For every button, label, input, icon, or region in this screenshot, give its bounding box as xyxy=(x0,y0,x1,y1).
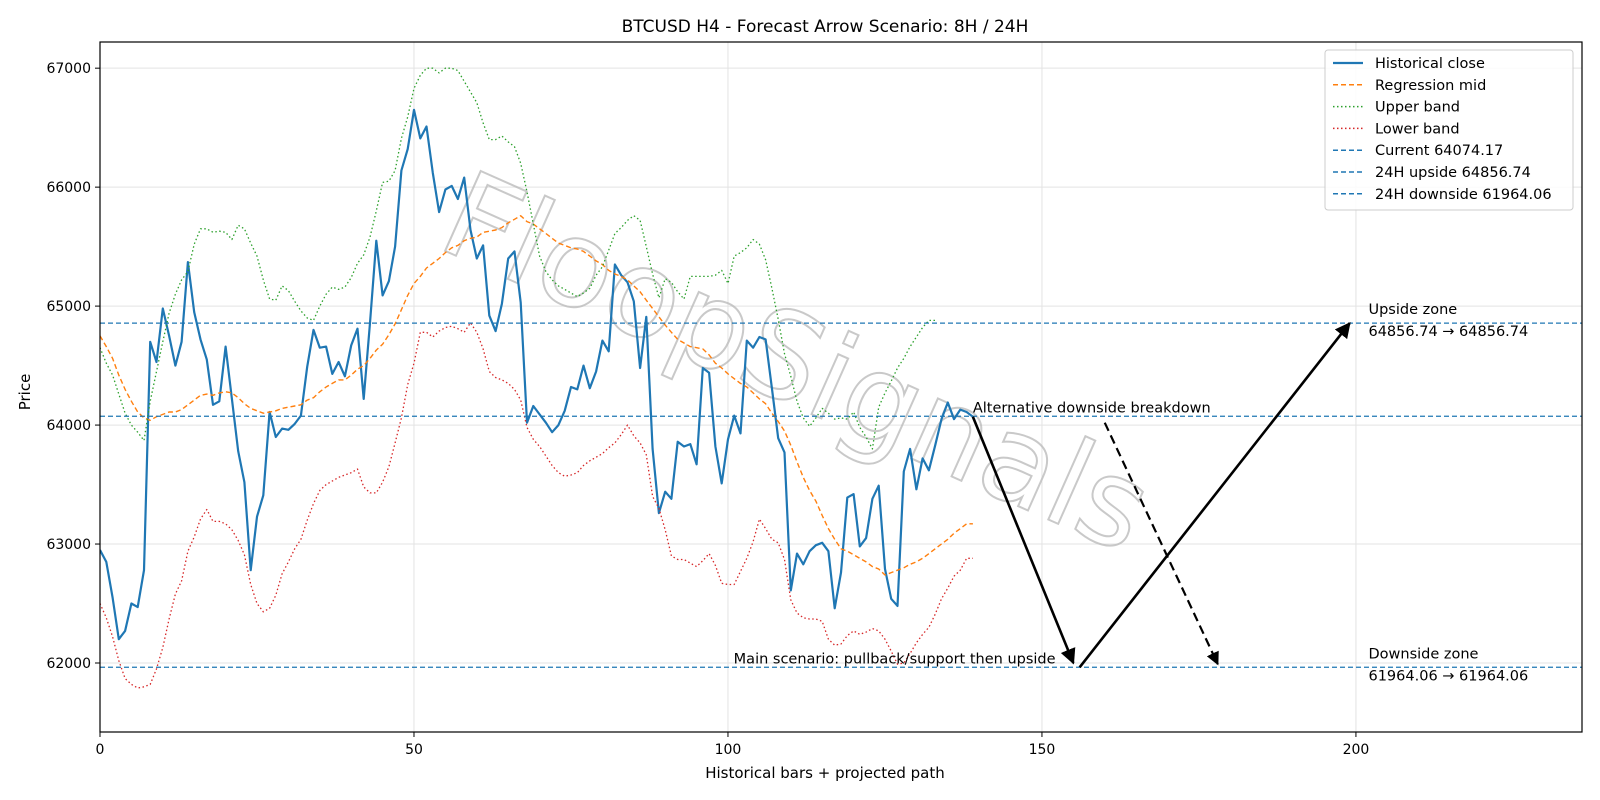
y-tick-label: 66000 xyxy=(46,180,91,196)
x-axis-label: Historical bars + projected path xyxy=(705,764,945,782)
y-tick-label: 62000 xyxy=(46,656,91,672)
series-line-regression-mid xyxy=(100,214,973,576)
legend: Historical close Regression mid Upper band… xyxy=(1324,49,1574,211)
legend-label: Current 64074.17 xyxy=(1375,143,1503,159)
annotation-main-scenario: Main scenario: pullback/support then ups… xyxy=(734,651,1056,667)
legend-label: 24H downside 61964.06 xyxy=(1375,187,1552,203)
chart-title: BTCUSD H4 - Forecast Arrow Scenario: 8H … xyxy=(622,17,1029,37)
downside-zone-range: 61964.06 → 61964.06 xyxy=(1368,668,1528,684)
y-tick-label: 67000 xyxy=(46,61,91,77)
x-tick-label: 200 xyxy=(1343,742,1370,758)
x-tick-label: 0 xyxy=(96,742,105,758)
legend-label: Historical close xyxy=(1375,56,1485,72)
y-tick-label: 64000 xyxy=(46,418,91,434)
forecast-arrow-1 xyxy=(1078,322,1351,669)
y-tick-label: 63000 xyxy=(46,537,91,553)
y-axis-label: Price xyxy=(16,374,34,411)
legend-box xyxy=(1324,49,1574,211)
downside-zone-title: Downside zone xyxy=(1368,646,1478,662)
watermark-text: FloopSignals xyxy=(423,146,1171,581)
upside-zone-title: Upside zone xyxy=(1368,302,1457,318)
upside-zone-range: 64856.74 → 64856.74 xyxy=(1368,324,1528,340)
x-tick-label: 150 xyxy=(1029,742,1056,758)
forecast-arrow-0 xyxy=(971,416,1076,665)
series-line-lower-band xyxy=(100,322,973,689)
forecast-arrow-2 xyxy=(1103,422,1219,666)
legend-label: Upper band xyxy=(1375,100,1460,116)
plot-frame xyxy=(99,41,1583,733)
x-tick-label: 100 xyxy=(715,742,742,758)
series-line-upper-band xyxy=(100,67,936,450)
x-tick-label: 50 xyxy=(405,742,423,758)
y-tick-label: 65000 xyxy=(46,299,91,315)
annotation-alt-downside: Alternative downside breakdown xyxy=(973,401,1211,417)
legend-label: Regression mid xyxy=(1375,78,1486,94)
legend-label: 24H upside 64856.74 xyxy=(1375,165,1531,181)
series-line-historical-close xyxy=(100,108,974,641)
legend-label: Lower band xyxy=(1375,121,1460,137)
